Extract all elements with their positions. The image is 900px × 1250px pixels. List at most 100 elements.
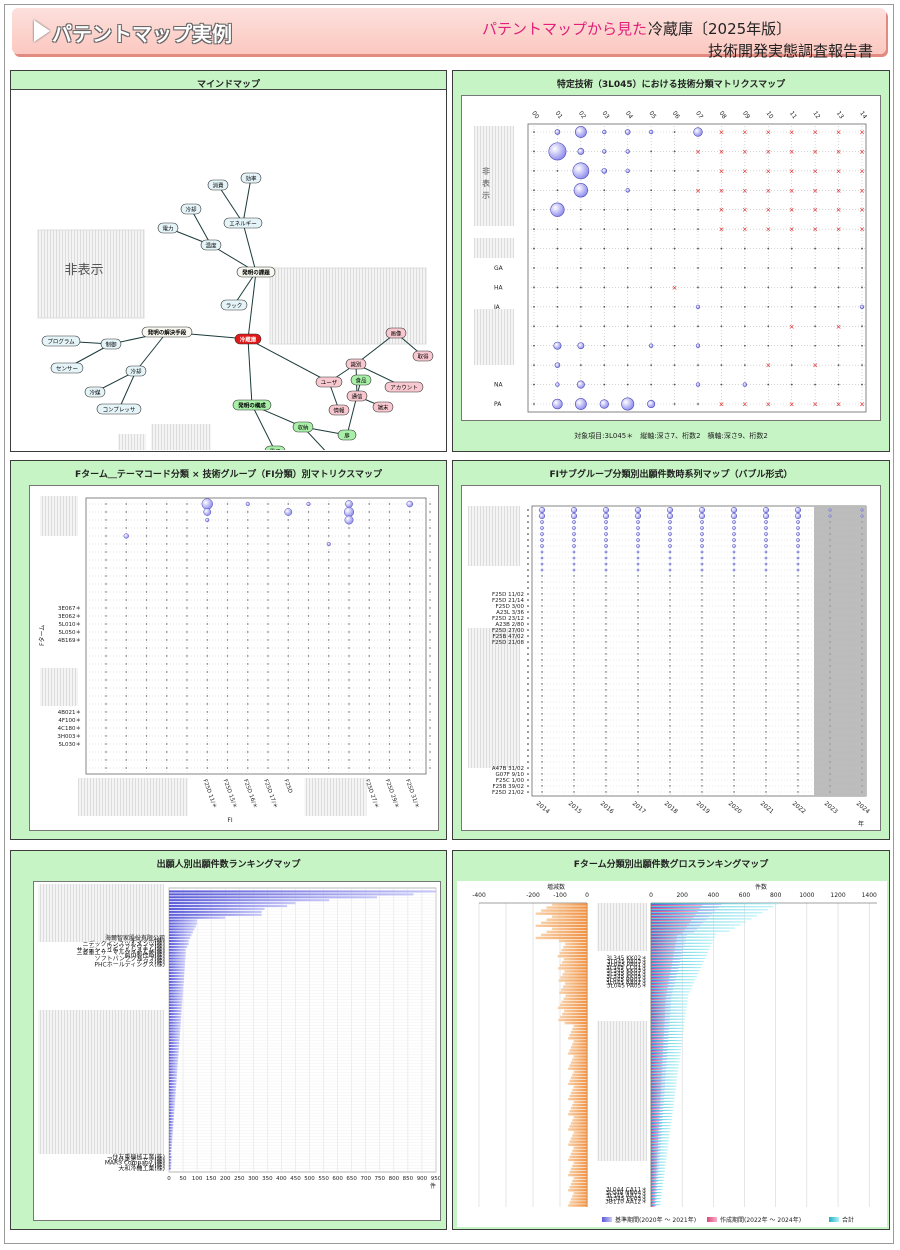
zero-point	[388, 687, 391, 689]
zero-point	[701, 593, 703, 595]
header-subject: 冷蔵庫〔2025年版〕	[648, 20, 792, 38]
base-bar	[651, 1168, 659, 1170]
zero-point	[573, 779, 575, 781]
bubble	[604, 538, 608, 542]
total-bar	[651, 1094, 676, 1096]
zero-point	[287, 727, 289, 729]
bubble	[695, 304, 701, 310]
zero-point	[650, 247, 653, 250]
base-bar	[651, 940, 686, 942]
zero-point	[861, 533, 863, 535]
mindmap-node-label: 冷媒	[89, 389, 101, 397]
base-bar	[651, 992, 673, 994]
zero-point	[733, 761, 735, 763]
zero-point	[701, 629, 703, 631]
zero-point	[701, 701, 703, 703]
zero-point	[105, 511, 107, 513]
zero-point	[226, 679, 229, 681]
zero-point	[626, 364, 629, 367]
zero-point	[328, 559, 330, 561]
base-bar	[651, 955, 682, 957]
zero-point	[348, 543, 350, 545]
bar	[169, 998, 183, 1001]
zero-point	[145, 527, 148, 529]
bar	[169, 945, 188, 948]
bubble	[700, 562, 704, 566]
created-bar	[651, 1148, 658, 1150]
zero-point	[409, 671, 411, 673]
bar	[169, 919, 198, 922]
zero-point	[743, 364, 746, 367]
base-bar	[651, 1083, 666, 1085]
zero-point	[697, 364, 699, 367]
zero-point	[573, 719, 575, 721]
zero-point	[247, 671, 249, 673]
bar	[169, 1167, 172, 1170]
zero-point	[388, 511, 391, 513]
total-bar	[651, 1188, 663, 1191]
zero-point	[429, 759, 431, 761]
y-tick-label: A23B 2/80	[495, 622, 524, 628]
zero-point	[765, 617, 767, 619]
zero-point	[328, 679, 330, 681]
bar	[169, 972, 185, 975]
total-bar	[651, 1079, 678, 1081]
zero-point	[626, 228, 629, 231]
diff-bar	[535, 912, 587, 915]
zero-point	[829, 521, 831, 523]
zero-point	[720, 344, 723, 347]
bubble	[602, 149, 607, 154]
total-bar	[651, 991, 690, 993]
zero-point	[669, 647, 671, 649]
zero-point	[701, 755, 703, 757]
zero-point	[287, 543, 289, 545]
hidden-label: 非表示	[64, 263, 103, 278]
page-title: パテントマップ実例	[52, 22, 232, 46]
mindmap-node-label: 制御	[105, 341, 117, 349]
mindmap-node-p6: 情報	[328, 404, 350, 416]
zero-point	[605, 653, 607, 655]
zero-point	[247, 647, 249, 649]
x-tick-label: 750	[375, 1176, 386, 1182]
zero-point	[166, 631, 168, 633]
created-bar	[651, 1160, 658, 1162]
zero-point	[650, 286, 653, 289]
bar	[169, 1042, 180, 1045]
zero-point	[573, 635, 575, 637]
no-data-mark: ×	[859, 401, 865, 409]
zero-point	[579, 325, 582, 328]
bar	[169, 1141, 173, 1144]
zero-point	[797, 581, 799, 583]
zero-point	[541, 689, 543, 691]
zero-point	[145, 623, 148, 625]
bar	[169, 893, 414, 896]
zero-point	[287, 767, 289, 769]
zero-point	[125, 639, 127, 641]
diff-bar	[572, 1149, 587, 1152]
created-bar	[651, 1190, 656, 1192]
created-bar	[651, 1123, 660, 1125]
x-tick-label: F25D 16/＊	[242, 778, 259, 809]
zero-point	[861, 344, 863, 347]
zero-point	[166, 655, 168, 657]
zero-point	[605, 605, 607, 607]
zero-point	[765, 593, 767, 595]
zero-point	[743, 267, 746, 269]
zero-point	[307, 647, 310, 649]
zero-point	[797, 689, 799, 691]
x-tick-label: 450	[290, 1176, 301, 1182]
zero-point	[829, 659, 831, 661]
base-bar	[651, 1095, 665, 1097]
zero-point	[166, 511, 168, 513]
zero-point	[206, 639, 208, 641]
zero-point	[166, 663, 168, 665]
bubble	[666, 506, 674, 514]
zero-point	[701, 767, 703, 769]
row-marker	[527, 581, 529, 583]
created-bar	[651, 1005, 666, 1007]
base-bar	[651, 1040, 669, 1042]
base-bar	[651, 1046, 668, 1048]
zero-point	[605, 689, 607, 691]
created-bar	[651, 1154, 658, 1156]
zero-point	[206, 551, 208, 553]
